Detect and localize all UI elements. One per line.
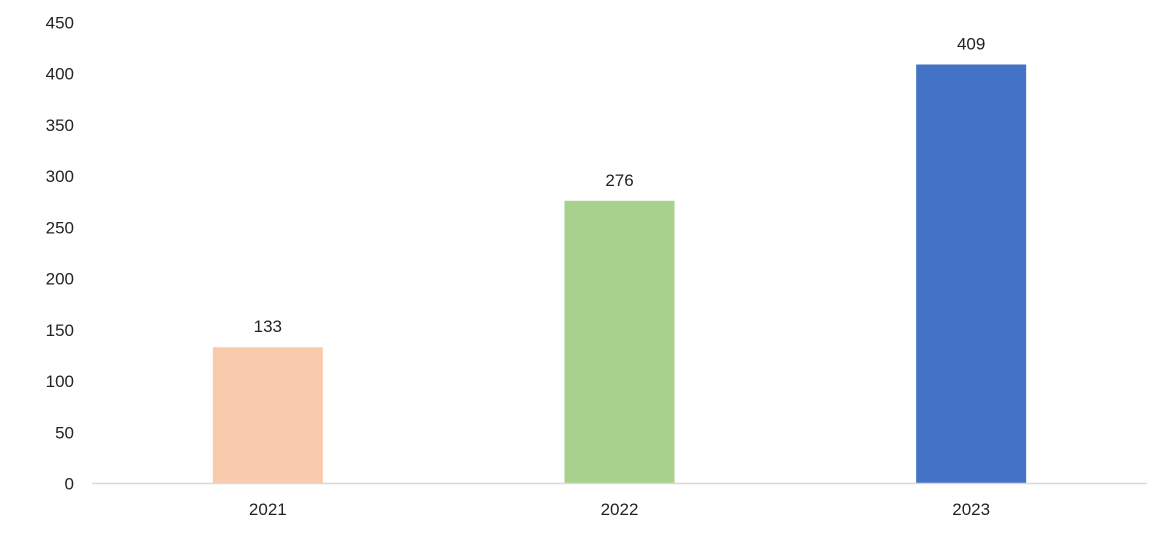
x-tick-label: 2022 <box>601 500 639 519</box>
y-tick-label: 400 <box>46 65 74 84</box>
data-label: 276 <box>605 171 633 190</box>
y-tick-label: 50 <box>55 423 74 442</box>
x-tick-label: 2023 <box>952 500 990 519</box>
y-tick-label: 0 <box>65 475 74 494</box>
bar-2022 <box>564 200 675 484</box>
y-tick-label: 350 <box>46 116 74 135</box>
x-tick-label: 2021 <box>249 500 287 519</box>
bar-2023 <box>916 64 1027 484</box>
y-tick-label: 300 <box>46 167 74 186</box>
y-tick-label: 150 <box>46 321 74 340</box>
bar-2021 <box>212 347 323 484</box>
y-tick-label: 200 <box>46 270 74 289</box>
data-label: 133 <box>254 317 282 336</box>
y-tick-label: 250 <box>46 218 74 237</box>
data-label: 409 <box>957 35 985 54</box>
y-tick-label: 100 <box>46 372 74 391</box>
y-tick-label: 450 <box>46 14 74 33</box>
